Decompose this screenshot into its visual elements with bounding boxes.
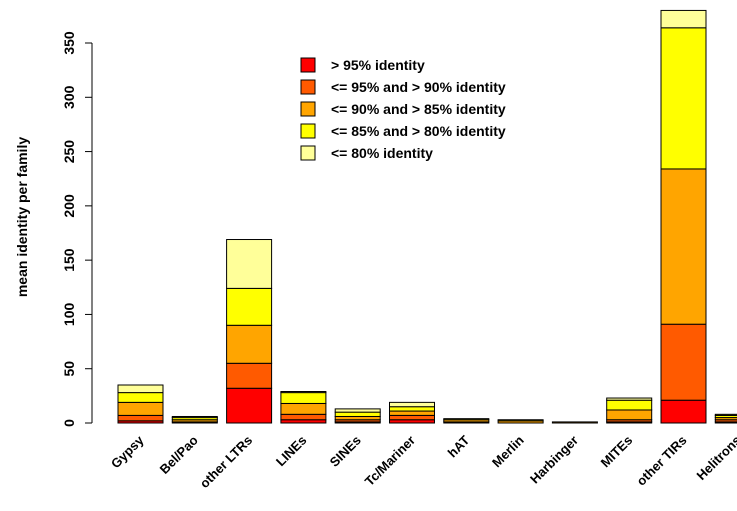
x-tick-label: MITEs: [598, 433, 636, 471]
bar-segment: [714, 417, 737, 421]
bar-segment: [606, 409, 653, 421]
bar-segment: [660, 168, 707, 325]
bars-group: [117, 9, 737, 424]
y-tick-label: 300: [61, 85, 77, 109]
y-tick-label: 100: [61, 303, 77, 327]
bar-segment: [117, 384, 164, 394]
bar-segment: [389, 414, 435, 421]
y-axis: 0 50 100 150 200 250 300 350: [61, 31, 93, 427]
bar-segment: [334, 411, 381, 417]
bar-segment: [551, 421, 598, 424]
bar-segment: [606, 399, 653, 411]
bar-segment: [497, 419, 544, 422]
bar-segment: [117, 401, 164, 416]
bar-segment: [226, 287, 273, 326]
x-tick-label: Tc/Mariner: [362, 433, 418, 489]
bar-segment: [280, 413, 327, 421]
y-tick-label: 150: [61, 248, 77, 272]
x-tick-label: LINEs: [273, 433, 310, 470]
bar-segment: [334, 408, 381, 413]
legend-swatch: [300, 145, 316, 161]
bar-segment: [280, 402, 327, 415]
bar-segment: [226, 387, 273, 424]
y-tick-label: 0: [61, 419, 77, 427]
bar-segment: [714, 413, 737, 416]
bar-segment: [117, 392, 164, 403]
bar-segment: [117, 414, 164, 422]
bar-segment: [660, 27, 707, 170]
legend-swatch: [300, 101, 316, 117]
legend-label: <= 95% and > 90% identity: [331, 79, 506, 95]
bar-segment: [280, 391, 327, 394]
x-tick-label: Merlin: [489, 432, 527, 470]
legend: > 95% identity <= 95% and > 90% identity <…: [300, 57, 506, 161]
bar-segment: [606, 397, 653, 401]
y-tick-label: 200: [61, 194, 77, 218]
bar-segment: [226, 362, 273, 389]
x-tick-label: other TIRs: [634, 433, 690, 489]
bar-segment: [280, 392, 327, 404]
legend-label: <= 85% and > 80% identity: [331, 123, 506, 139]
y-tick-label: 350: [61, 31, 77, 55]
bar-segment: [443, 418, 490, 421]
legend-label: > 95% identity: [331, 57, 425, 73]
bar-segment: [226, 324, 273, 364]
bar-segment: [660, 9, 707, 29]
bar-segment: [714, 419, 737, 423]
x-tick-label: Gypsy: [108, 432, 147, 471]
bar-segment: [389, 401, 435, 408]
y-axis-title: mean identity per family: [14, 137, 30, 297]
x-tick-label: Helitrons: [693, 433, 737, 483]
bar-segment: [714, 421, 737, 424]
x-tick-label: hAT: [445, 432, 473, 460]
bar-segment: [714, 414, 737, 419]
bar-segment: [171, 415, 218, 419]
bar-segment: [226, 239, 273, 289]
legend-label: <= 80% identity: [331, 145, 433, 161]
legend-swatch: [300, 57, 316, 73]
legend-swatch: [300, 123, 316, 139]
x-tick-label: Bel/Pao: [157, 432, 201, 476]
bar-segment: [660, 323, 707, 401]
bar-segment: [660, 399, 707, 424]
bar-segment: [389, 410, 435, 416]
y-tick-label: 50: [61, 361, 77, 377]
x-tick-label: other LTRs: [197, 433, 255, 491]
bar-segment: [389, 406, 435, 412]
legend-swatch: [300, 79, 316, 95]
y-tick-label: 250: [61, 140, 77, 164]
legend-label: <= 90% and > 85% identity: [331, 101, 506, 117]
x-tick-label: Harbinger: [527, 433, 581, 487]
x-tick-label: SINEs: [327, 433, 364, 470]
